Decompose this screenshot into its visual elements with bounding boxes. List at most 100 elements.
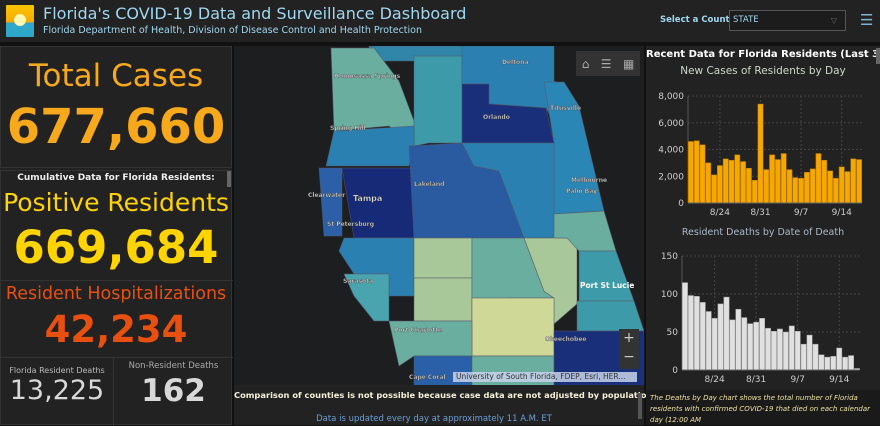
nonresident-deaths-value: 162 — [141, 373, 206, 409]
county-shape — [471, 297, 555, 357]
county-shape — [578, 250, 635, 302]
divider — [113, 357, 114, 426]
bar — [818, 354, 825, 371]
x-tick-label: 8/31 — [746, 375, 766, 385]
scrollbar[interactable] — [227, 171, 231, 187]
x-tick-label: 8/31 — [750, 208, 770, 218]
zoom-in-button[interactable]: + — [623, 330, 635, 346]
bar — [723, 296, 730, 371]
bar — [806, 334, 813, 371]
city-label: Orlando — [483, 114, 510, 121]
city-label: Sarasota — [343, 278, 373, 285]
home-icon[interactable]: ⌂ — [581, 56, 590, 71]
county-select[interactable]: STATE ▽ — [729, 10, 846, 31]
bar — [812, 343, 819, 371]
county-shape — [413, 55, 463, 147]
city-label: Palm Bay — [566, 188, 597, 195]
hospitalizations-label: Resident Hospitalizations — [5, 284, 227, 304]
map-toolbar: ⌂ ☰ ▦ — [576, 51, 640, 76]
map-note: Comparison of counties is not possible b… — [234, 385, 656, 425]
total-cases-card: Total Cases 677,660 — [0, 46, 232, 168]
bar — [717, 303, 724, 371]
florida-health-logo — [6, 5, 34, 37]
cases-chart-title: New Cases of Residents by Day — [680, 65, 846, 77]
cumulative-label: Cumulative Data for Florida Residents: — [17, 173, 215, 183]
positive-residents-label: Positive Residents — [3, 188, 229, 217]
deaths-footnote: The Deaths by Day chart shows the total … — [646, 390, 880, 425]
city-label: St Petersburg — [327, 221, 374, 228]
bar — [735, 308, 742, 371]
bar — [848, 355, 855, 371]
x-tick-label: 9/14 — [829, 375, 849, 385]
county-shape — [413, 277, 473, 322]
chevron-down-icon: ▽ — [830, 16, 837, 25]
resident-deaths-value: 13,225 — [9, 375, 105, 406]
x-tick-label: 8/24 — [705, 375, 725, 385]
county-select-label: Select a County — [660, 15, 736, 25]
zoom-out-button[interactable]: − — [623, 349, 635, 365]
scrollbar[interactable] — [638, 393, 642, 419]
y-tick-label: 4,000 — [658, 146, 684, 156]
y-tick-label: 50 — [667, 328, 679, 338]
bar — [711, 318, 718, 371]
bar — [759, 318, 766, 371]
y-tick-label: 6,000 — [658, 119, 684, 129]
county-shape — [325, 125, 415, 167]
bar — [682, 282, 688, 371]
scrollbar[interactable] — [876, 48, 880, 64]
nonresident-deaths-label: Non-Resident Deaths — [128, 361, 219, 371]
bar — [830, 356, 837, 371]
city-label: Tampa — [353, 194, 382, 203]
city-label: Melbourne — [571, 177, 607, 184]
bar — [687, 295, 694, 371]
city-label: Port St Lucie — [580, 281, 634, 290]
map-canvas[interactable]: Deltona Homosassa Springs Orlando Titusv… — [234, 46, 644, 385]
bar — [753, 321, 760, 371]
bar — [782, 331, 789, 371]
summary-panel: Total Cases 677,660 Cumulative Data for … — [0, 46, 233, 426]
bar — [699, 302, 706, 371]
comparison-note: Comparison of counties is not possible b… — [234, 390, 656, 400]
new-cases-chart: 0 2,000 4,000 6,000 8,000 8/24 8/31 9/7 9/14 — [658, 92, 862, 218]
resident-deaths-label: Florida Resident Deaths — [9, 366, 105, 375]
deaths-chart: 0 50 100 150 8/24 8/31 9/7 9/14 — [661, 252, 860, 385]
x-tick-label: 8/24 — [710, 208, 730, 218]
city-label: Okeechobee — [545, 336, 586, 343]
y-tick-label: 150 — [661, 252, 678, 262]
y-tick-label: 8,000 — [658, 92, 684, 102]
city-label: Cape Coral — [409, 374, 446, 381]
bar — [788, 325, 795, 371]
county-map[interactable]: Deltona Homosassa Springs Orlando Titusv… — [234, 46, 644, 385]
bar — [800, 343, 807, 371]
city-label: Deltona — [502, 59, 528, 66]
zoom-controls: + − — [619, 329, 639, 369]
cumulative-card: Cumulative Data for Florida Residents: P… — [0, 170, 233, 426]
county-shape — [343, 273, 390, 322]
update-note: Data is updated every day at approximate… — [316, 414, 552, 424]
y-tick-label: 100 — [661, 290, 678, 300]
hamburger-icon[interactable]: ☰ — [860, 11, 874, 29]
bar — [836, 347, 843, 371]
city-label: Lakeland — [414, 181, 444, 188]
recent-data-heading: Recent Data for Florida Residents (Last … — [646, 49, 876, 60]
x-tick-label: 9/14 — [832, 208, 852, 218]
bar — [794, 330, 801, 371]
positive-residents-value: 669,684 — [13, 221, 219, 274]
y-tick-label: 0 — [678, 199, 684, 209]
bar — [776, 328, 783, 371]
basemap-icon[interactable]: ▦ — [622, 56, 635, 71]
bar — [747, 323, 754, 371]
deaths-chart-title: Resident Deaths by Date of Death — [681, 227, 845, 238]
city-label: Clearwater — [308, 192, 345, 199]
county-select-value: STATE — [733, 15, 759, 25]
total-cases-label: Total Cases — [28, 58, 204, 94]
city-label: Titusville — [550, 105, 581, 112]
x-tick-label: 9/7 — [790, 375, 804, 385]
divider — [1, 357, 233, 358]
map-attribution: University of South Florida, FDEP, Esri,… — [453, 372, 637, 382]
county-shape — [576, 300, 644, 332]
city-label: Port Charlotte — [394, 327, 442, 334]
hospitalizations-value: 42,234 — [44, 308, 188, 351]
legend-icon[interactable]: ☰ — [600, 56, 612, 71]
city-label: Spring Hill — [330, 125, 365, 132]
